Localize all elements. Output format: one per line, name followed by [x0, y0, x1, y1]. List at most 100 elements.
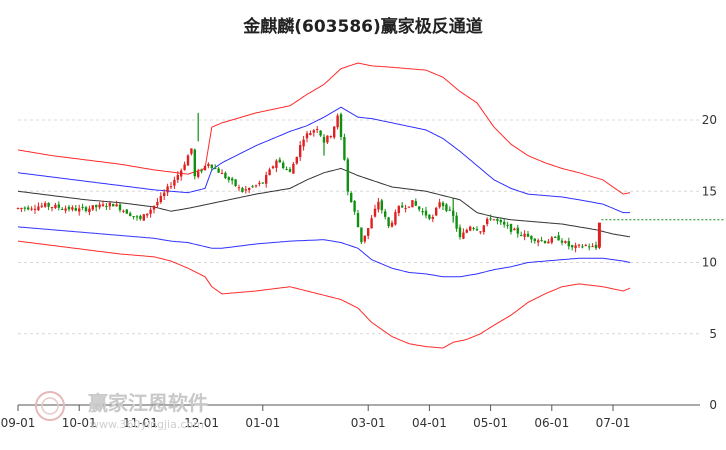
candle-body — [142, 214, 145, 221]
candle-body — [197, 171, 200, 177]
candle-body — [163, 192, 166, 197]
candle-body — [588, 246, 591, 248]
candle-body — [23, 207, 26, 209]
candle-body — [47, 202, 50, 207]
candle-body — [462, 232, 465, 239]
candle-body — [81, 206, 84, 208]
candle-body — [149, 209, 152, 214]
candle-body — [482, 225, 485, 233]
candle-body — [533, 238, 536, 242]
candle-body — [118, 204, 122, 211]
chart-title: 金麒麟(603586)赢家极反通道 — [243, 17, 483, 37]
candle-body — [108, 202, 111, 207]
candle-body — [530, 235, 533, 240]
candle-body — [166, 186, 169, 193]
candle-body — [571, 245, 574, 248]
candle-body — [275, 160, 278, 168]
candle-body — [373, 208, 377, 217]
candle-body — [455, 215, 458, 229]
candle-body — [214, 168, 217, 170]
candle-body — [37, 206, 40, 211]
candle-body — [496, 218, 499, 221]
candle-body — [88, 208, 91, 213]
candle-body — [30, 208, 33, 210]
candle-body — [407, 206, 411, 208]
candle-body — [312, 130, 315, 133]
candle-body — [581, 246, 584, 248]
candle-body — [390, 222, 394, 227]
candle-body — [356, 213, 360, 228]
candle-body — [190, 148, 193, 154]
candle-body — [448, 209, 451, 211]
candle-body — [231, 178, 234, 181]
candle-body — [95, 204, 98, 208]
candle-body — [101, 204, 105, 206]
candle-body — [458, 227, 462, 238]
candle-body — [227, 177, 230, 180]
candle-body — [292, 163, 295, 174]
candle-body — [404, 207, 407, 209]
candle-body — [84, 207, 88, 212]
candle-body — [316, 128, 319, 130]
candle-body — [343, 137, 346, 160]
candle-body — [40, 205, 43, 207]
candle-body — [176, 174, 179, 180]
candle-body — [33, 208, 37, 210]
candle-body — [234, 179, 237, 186]
candle-body — [520, 235, 523, 237]
candle-body — [44, 203, 47, 207]
candle-body — [475, 229, 479, 231]
candle-body — [353, 200, 356, 212]
x-tick-label-7: 05-01 — [473, 416, 508, 430]
candle-body — [428, 214, 431, 219]
candle-body — [254, 185, 258, 187]
y-tick-label-15: 15 — [702, 184, 717, 198]
candle-body — [244, 189, 247, 191]
candle-body — [105, 206, 108, 208]
candle-body — [479, 231, 482, 233]
candle-body — [540, 240, 543, 242]
candle-body — [180, 170, 183, 177]
candle-body — [241, 188, 244, 192]
candle-body — [591, 246, 594, 248]
y-tick-label-10: 10 — [702, 256, 717, 270]
candle-body — [207, 163, 210, 167]
x-tick-label-2: 11-01 — [123, 416, 158, 430]
candle-body — [91, 205, 94, 210]
candle-body — [271, 166, 275, 169]
candle-body — [67, 206, 71, 210]
candle-body — [135, 216, 139, 218]
candle-body — [78, 208, 81, 212]
candle-body — [217, 168, 220, 173]
series-line-4 — [17, 240, 631, 349]
candle-body — [98, 204, 101, 208]
y-tick-label-5: 5 — [709, 327, 717, 341]
candle-body — [326, 135, 329, 143]
candle-body — [526, 233, 530, 237]
candle-body — [309, 133, 312, 136]
candle-body — [465, 230, 468, 233]
candle-body — [384, 211, 387, 217]
candle-body — [489, 218, 492, 220]
candle-body — [173, 179, 176, 186]
x-tick-label-0: 09-01 — [1, 416, 36, 430]
candle-body — [503, 221, 506, 225]
candle-body — [370, 218, 373, 229]
candle-body — [506, 224, 509, 226]
watermark-text: 赢家江恩软件 — [88, 391, 208, 415]
candle-body — [397, 206, 400, 214]
candle-body — [224, 172, 227, 179]
candle-body — [146, 213, 149, 216]
candle-body — [237, 187, 241, 189]
candle-body — [186, 155, 190, 166]
candle-body — [380, 200, 383, 211]
candle-body — [469, 226, 472, 231]
candle-body — [305, 133, 309, 139]
series-line-1 — [17, 106, 630, 214]
candle-body — [547, 241, 550, 244]
series-line-0 — [17, 62, 631, 195]
candle-body — [594, 244, 598, 249]
candle-body — [411, 200, 414, 208]
candle-body — [288, 169, 292, 172]
